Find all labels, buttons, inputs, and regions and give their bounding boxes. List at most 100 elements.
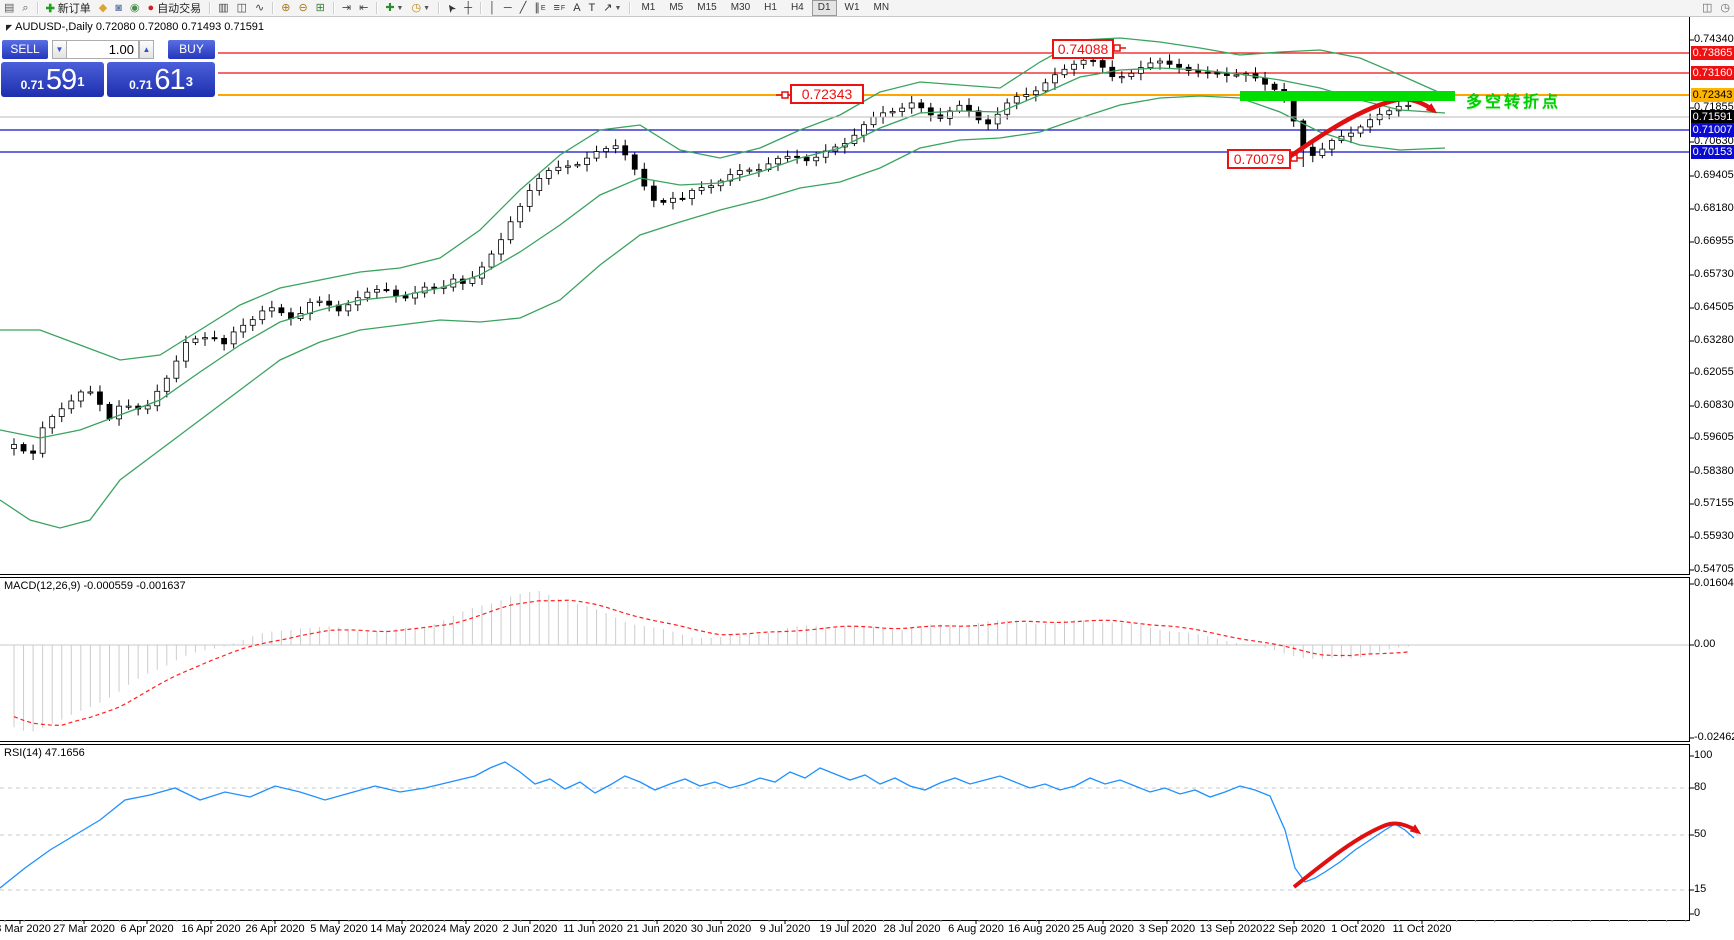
period-icon[interactable]: ◷ ▼ xyxy=(408,1,433,15)
period-icon-glyph: ◷ xyxy=(411,2,422,14)
volume-input[interactable]: 1.00 xyxy=(66,40,139,59)
timeframe-d1-button[interactable]: D1 xyxy=(811,0,837,16)
buy-price-fraction: 0.71 xyxy=(129,78,153,92)
price-annotation-box[interactable]: 0.72343 xyxy=(790,84,864,104)
one-click-trading-panel: SELL ▼ 1.00 ▲ BUY 0.71 59 1 0.71 61 3 xyxy=(0,37,218,98)
arrows-icon-dropdown[interactable]: ▼ xyxy=(614,4,622,12)
candlestick-icon[interactable]: ◫ xyxy=(234,1,250,15)
timeframe-h1-button[interactable]: H1 xyxy=(764,2,777,13)
timeframe-m5-button[interactable]: M5 xyxy=(669,2,684,13)
new-chart-icon[interactable]: ▤ xyxy=(1,1,17,15)
date-axis-label: 26 Apr 2020 xyxy=(245,923,305,935)
volume-increase-button[interactable]: ▲ xyxy=(139,40,154,59)
profiles-icon[interactable]: ⌕ xyxy=(19,1,31,15)
price-level-chip: 0.73865 xyxy=(1691,46,1734,60)
auto-scroll-icon[interactable]: ⇥ xyxy=(339,1,354,15)
price-axis-tick: 0.70630 xyxy=(1694,135,1734,147)
zoom-in-icon[interactable]: ⊕ xyxy=(278,1,293,15)
indicators-icon-glyph: ✚ xyxy=(385,2,395,14)
horizontal-line-icon[interactable]: ─ xyxy=(501,1,515,15)
price-level-chip: 0.71591 xyxy=(1691,110,1734,124)
arrows-icon[interactable]: ↗ ▼ xyxy=(600,1,624,15)
publisher-icon[interactable]: ◙ xyxy=(112,1,125,15)
date-axis-label: 14 May 2020 xyxy=(370,923,434,935)
price-axis-tick: 0.66955 xyxy=(1694,235,1734,247)
date-axis-label: 18 Mar 2020 xyxy=(0,923,51,935)
bar-chart-icon[interactable]: ▥ xyxy=(215,1,231,15)
timeframe-m15-button[interactable]: M15 xyxy=(697,2,717,13)
bar-chart-icon-glyph: ▥ xyxy=(218,2,229,14)
indicators-icon-dropdown[interactable]: ▼ xyxy=(396,4,404,12)
channel-icon[interactable]: ∥ E xyxy=(531,1,548,15)
sell-price-button[interactable]: 0.71 59 1 xyxy=(1,62,104,97)
line-chart-icon-glyph: ∿ xyxy=(255,2,265,14)
label-icon-glyph: T xyxy=(588,2,596,14)
rsi-axis-tick: 80 xyxy=(1694,781,1707,793)
fibonacci-icon[interactable]: ≡ F xyxy=(551,1,569,15)
toolbar-separator xyxy=(272,2,274,14)
date-axis-label: 16 Aug 2020 xyxy=(1008,923,1070,935)
price-axis-tick: 0.63280 xyxy=(1694,334,1734,346)
crosshair-icon[interactable]: ┼ xyxy=(461,1,475,15)
chart-shift-icon[interactable]: ⇤ xyxy=(356,1,371,15)
price-axis-tick: 0.64505 xyxy=(1694,301,1734,313)
date-axis-label: 24 May 2020 xyxy=(434,923,498,935)
sell-price-main: 59 xyxy=(45,64,77,96)
horizontal-line-icon-glyph: ─ xyxy=(503,2,512,14)
new-order-button-glyph: ✚ xyxy=(45,2,55,15)
date-axis-label: 19 Jul 2020 xyxy=(819,923,877,935)
buy-button[interactable]: BUY xyxy=(168,40,215,59)
price-annotation-box[interactable]: 0.70079 xyxy=(1227,149,1291,169)
buy-price-button[interactable]: 0.71 61 3 xyxy=(107,62,215,97)
chart-window-icon[interactable]: ◫ xyxy=(1699,1,1715,15)
channel-icon-sub: E xyxy=(540,4,546,12)
new-order-button-label: 新订单 xyxy=(57,3,91,15)
cursor-icon[interactable]: ➤ xyxy=(444,1,459,15)
paint-bucket-icon[interactable]: ◆ xyxy=(96,1,110,15)
macd-name: MACD(12,26,9) xyxy=(4,580,81,592)
price-axis-tick: 0.57155 xyxy=(1694,497,1734,509)
collapse-triangle-icon[interactable]: ◤ xyxy=(6,23,13,32)
alert-clock-icon-glyph: ◷ xyxy=(1720,2,1730,14)
text-icon[interactable]: A xyxy=(570,1,583,15)
macd-values: -0.000559 -0.001637 xyxy=(83,580,186,592)
period-icon-dropdown[interactable]: ▼ xyxy=(423,4,431,12)
signal-icon[interactable]: ◉ xyxy=(127,1,143,15)
line-chart-icon[interactable]: ∿ xyxy=(252,1,267,15)
toolbar-separator xyxy=(209,2,211,14)
sell-button[interactable]: SELL xyxy=(2,40,48,59)
price-annotation-box[interactable]: 0.74088 xyxy=(1052,39,1114,59)
timeframe-h4-button[interactable]: H4 xyxy=(790,2,804,13)
price-axis-tick: 0.62055 xyxy=(1694,366,1734,378)
date-axis-label: 30 Jun 2020 xyxy=(690,923,752,935)
toolbar-separator xyxy=(332,2,334,14)
date-axis-label: 11 Jun 2020 xyxy=(563,923,623,935)
indicators-icon[interactable]: ✚ ▼ xyxy=(382,1,406,15)
trendline-icon[interactable]: ╱ xyxy=(517,1,530,15)
date-axis-label: 9 Jul 2020 xyxy=(759,923,811,935)
timeframe-m30-button[interactable]: M30 xyxy=(730,2,751,13)
tile-windows-icon[interactable]: ⊞ xyxy=(313,1,328,15)
paint-bucket-icon-glyph: ◆ xyxy=(98,2,108,14)
macd-pane[interactable] xyxy=(0,577,1690,742)
vertical-line-icon[interactable]: │ xyxy=(486,1,499,15)
price-axis-tick: 0.60830 xyxy=(1694,399,1734,411)
autotrade-button[interactable]: ● 自动交易 xyxy=(145,1,205,15)
new-order-button[interactable]: ✚ 新订单 xyxy=(43,1,94,16)
timeframe-mn-button[interactable]: MN xyxy=(873,2,890,13)
rsi-pane[interactable] xyxy=(0,744,1690,921)
price-axis-tick: 0.69405 xyxy=(1694,169,1734,181)
timeframe-m1-button[interactable]: M1 xyxy=(641,2,656,13)
alert-clock-icon[interactable]: ◷ xyxy=(1717,1,1733,15)
date-axis-label: 6 Apr 2020 xyxy=(120,923,174,935)
chart-window-icon-glyph: ◫ xyxy=(1701,2,1713,14)
macd-axis-tick: 0.016048 xyxy=(1694,577,1734,589)
zoom-out-icon[interactable]: ⊖ xyxy=(295,1,310,15)
label-icon[interactable]: T xyxy=(586,1,599,15)
buy-price-main: 61 xyxy=(154,64,185,96)
green-highlight-bar[interactable] xyxy=(1240,91,1455,101)
crosshair-icon-glyph: ┼ xyxy=(464,2,473,14)
timeframe-w1-button[interactable]: W1 xyxy=(844,2,860,13)
volume-decrease-button[interactable]: ▼ xyxy=(52,40,67,59)
